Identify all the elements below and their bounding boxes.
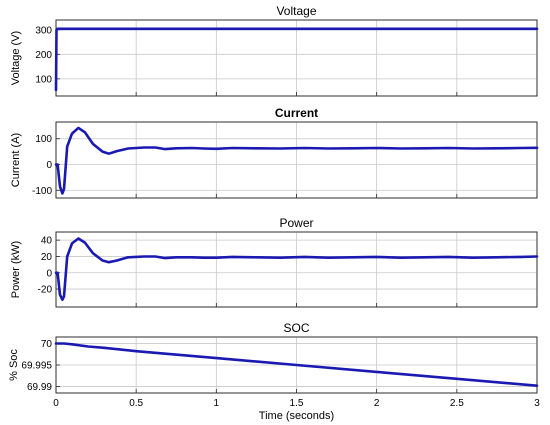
panel-4-x-axis-label: Time (seconds): [259, 410, 334, 422]
panel-4-frame: [55, 336, 538, 394]
panel-2-title: Current: [275, 106, 318, 120]
panel-1-y-tick-label: 100: [35, 74, 52, 85]
panel-1-series-line: [54, 27, 539, 92]
panel-1-y-axis-label: Voltage (V): [10, 31, 22, 85]
panel-3-y-tick-label: 40: [41, 236, 53, 247]
panel-3-series-line: [54, 237, 539, 302]
panel-2-series-line: [54, 126, 539, 195]
panel-3-frame: [55, 231, 538, 308]
panel-2-frame: [55, 121, 538, 199]
panel-2-y-tick-label: 100: [35, 134, 52, 145]
panel-4-x-tick-label: 3: [534, 398, 540, 409]
panel-4-title: SOC: [283, 321, 309, 335]
panel-2-y-tick-label: -100: [32, 186, 52, 197]
panel-4-x-tick-label: 2: [374, 398, 380, 409]
panel-4-y-tick-label: 70: [41, 339, 53, 350]
panel-4-y-axis-label: % Soc: [8, 349, 20, 381]
panel-1-y-tick-label: 200: [35, 50, 52, 61]
panel-4-x-tick-label: 1.5: [290, 398, 304, 409]
panel-1-title: Voltage: [276, 4, 316, 18]
panel-3-y-tick-label: -20: [38, 285, 53, 296]
panel-2-y-tick-label: 0: [46, 160, 52, 171]
panel-4-y-tick-label: 69.99: [27, 382, 52, 393]
panel-1-y-tick-label: 300: [35, 25, 52, 36]
panel-4-x-tick-label: 1: [214, 398, 220, 409]
panel-3-y-tick-label: 20: [41, 252, 53, 263]
panel-3-y-axis-label: Power (kW): [10, 241, 22, 298]
panel-4-x-tick-label: 2.5: [450, 398, 464, 409]
panel-4-series-line: [54, 342, 539, 388]
panel-2-y-axis-label: Current (A): [10, 133, 22, 187]
panel-4-x-tick-label: 0: [53, 398, 59, 409]
panel-3-title: Power: [279, 216, 313, 230]
panel-4-y-tick-label: 69.995: [21, 361, 52, 372]
panel-4-x-tick-label: 0.5: [129, 398, 143, 409]
panel-3-y-tick-label: 0: [46, 268, 52, 279]
